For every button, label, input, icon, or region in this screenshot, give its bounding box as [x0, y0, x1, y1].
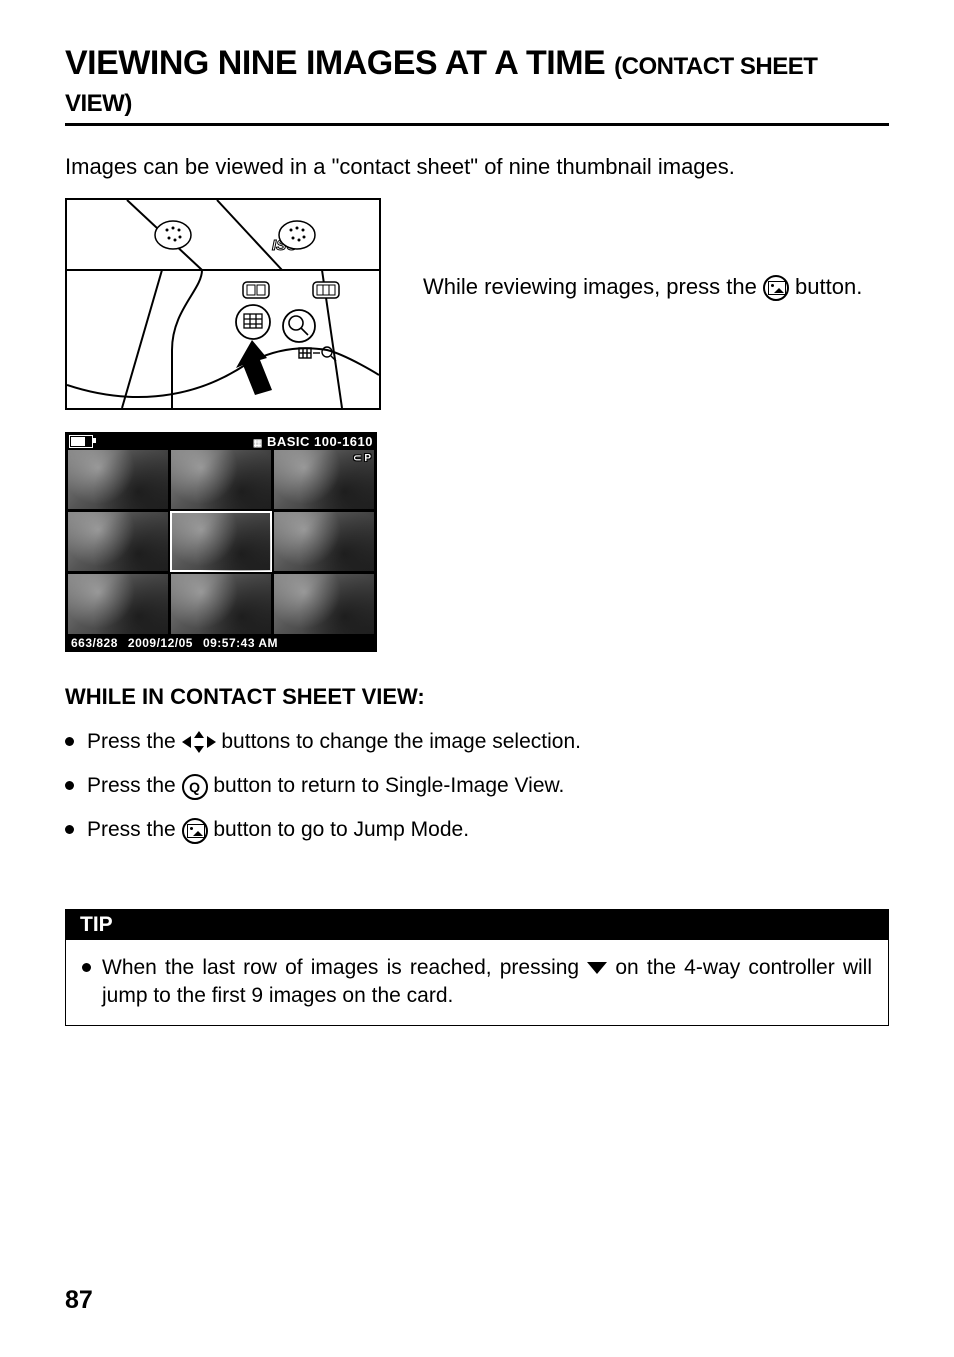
intro-text: Images can be viewed in a "contact sheet… — [65, 154, 889, 180]
tip-header: TIP — [66, 910, 888, 940]
lcd-bottom-bar: 663/828 2009/12/05 09:57:43 AM — [71, 636, 371, 650]
contact-sheet-button-icon — [182, 818, 208, 844]
thumb-1 — [68, 450, 168, 509]
page-title-row: VIEWING NINE IMAGES AT A TIME (CONTACT S… — [65, 45, 889, 126]
list-item: Press the button to go to Jump Mode. — [65, 816, 889, 844]
manual-page: VIEWING NINE IMAGES AT A TIME (CONTACT S… — [0, 0, 954, 1357]
lcd-folder: 100-1610 — [314, 434, 373, 449]
thumb-4 — [68, 512, 168, 571]
contact-sheet-button-icon — [763, 275, 789, 301]
instruction-before: While reviewing images, press the — [423, 274, 763, 299]
thumb-2 — [171, 450, 271, 509]
lcd-top-bar: ▦ BASIC 100-1610 — [69, 434, 373, 449]
bullet-after: button to go to Jump Mode. — [208, 818, 470, 841]
bullet-after: buttons to change the image selection. — [216, 730, 581, 753]
thumb-5-selected — [171, 512, 271, 571]
battery-icon — [69, 435, 93, 448]
section-heading: WHILE IN CONTACT SHEET VIEW: — [65, 684, 889, 710]
bullet-before: Press the — [87, 774, 182, 797]
down-arrow-icon — [587, 962, 607, 974]
instruction-list: Press the buttons to change the image se… — [65, 728, 889, 845]
thumb-9 — [274, 574, 374, 633]
lcd-thumbnail-grid — [68, 450, 374, 634]
instruction-after: button. — [789, 274, 862, 299]
card-flag-icon: ⊂ P — [353, 454, 371, 464]
lcd-counter: 663/828 — [71, 636, 118, 650]
page-title-main: VIEWING NINE IMAGES AT A TIME — [65, 44, 605, 82]
thumb-6 — [274, 512, 374, 571]
lcd-date: 2009/12/05 — [128, 636, 193, 650]
instruction-text: While reviewing images, press the button… — [423, 198, 889, 303]
thumb-8 — [171, 574, 271, 633]
tip-item: When the last row of images is reached, … — [82, 954, 872, 1011]
page-number: 87 — [65, 1286, 93, 1315]
page-title: VIEWING NINE IMAGES AT A TIME (CONTACT S… — [65, 45, 889, 120]
lcd-mode: BASIC — [267, 434, 310, 449]
lcd-top-right: ▦ BASIC 100-1610 — [253, 434, 373, 449]
magnify-button-icon: Q — [182, 774, 208, 800]
thumb-7 — [68, 574, 168, 633]
tip-before: When the last row of images is reached, … — [102, 956, 587, 979]
tip-body: When the last row of images is reached, … — [66, 940, 888, 1025]
diagram-row: ISO — [65, 198, 889, 410]
lcd-time: 09:57:43 AM — [203, 636, 278, 650]
list-item: Press the buttons to change the image se… — [65, 728, 889, 756]
tip-box: TIP When the last row of images is reach… — [65, 909, 889, 1026]
bullet-after: button to return to Single-Image View. — [208, 774, 565, 797]
lcd-contact-sheet: ▦ BASIC 100-1610 ⊂ P 663/828 2009/12/05 … — [65, 432, 377, 652]
list-item: Press the Q button to return to Single-I… — [65, 772, 889, 800]
bullet-before: Press the — [87, 730, 182, 753]
bullet-before: Press the — [87, 818, 182, 841]
camera-back-diagram: ISO — [65, 198, 381, 410]
dpad-icon — [182, 731, 216, 753]
